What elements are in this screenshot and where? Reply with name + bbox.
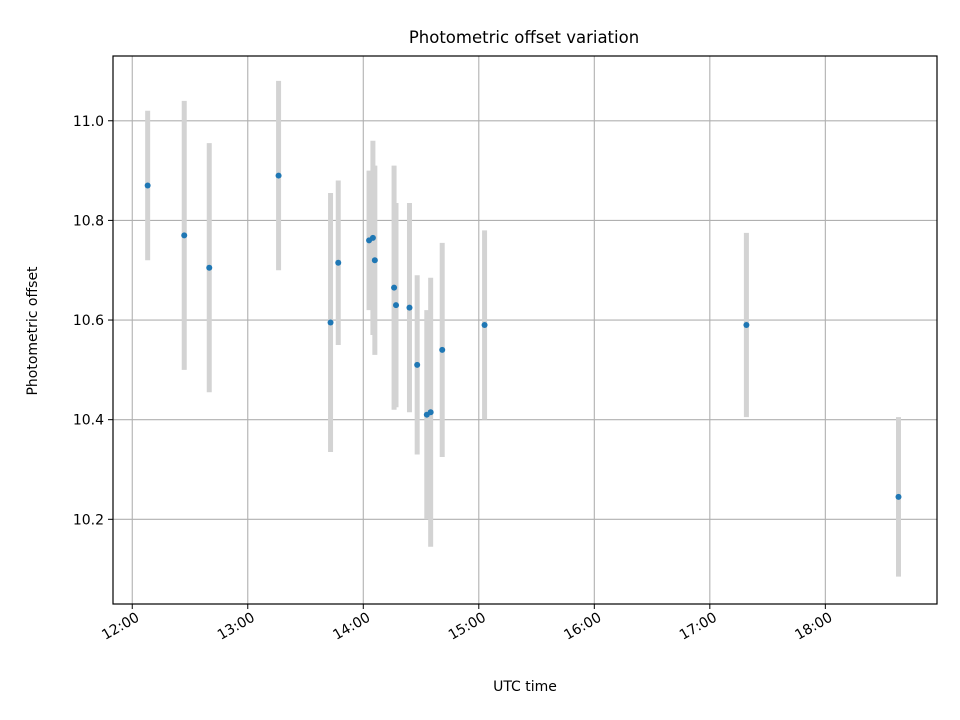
data-point — [369, 234, 376, 241]
y-tick-label: 11.0 — [73, 114, 104, 130]
chart-title: Photometric offset variation — [409, 28, 639, 47]
data-point — [327, 319, 334, 326]
x-tick-label: 13:00 — [215, 610, 258, 644]
data-point — [391, 284, 398, 291]
x-tick-label: 15:00 — [446, 610, 489, 644]
x-tick-label: 17:00 — [677, 610, 720, 644]
x-axis-label: UTC time — [493, 679, 557, 695]
markers — [144, 172, 902, 500]
data-point — [393, 302, 400, 309]
y-tick-label: 10.2 — [73, 512, 104, 528]
data-point — [481, 322, 488, 329]
grid — [113, 56, 937, 604]
data-point — [335, 259, 342, 266]
data-point — [895, 493, 902, 500]
data-point — [371, 257, 378, 264]
y-tick-label: 10.8 — [73, 213, 104, 229]
x-tick-label: 12:00 — [99, 610, 142, 644]
data-point — [427, 409, 434, 416]
data-point — [406, 304, 413, 311]
ticks: 12:00 13:00 14:00 15:00 16:00 17:00 18:00 10.2 1… — [73, 114, 836, 644]
x-tick-label: 14:00 — [330, 610, 373, 644]
y-tick-label: 10.6 — [73, 313, 104, 329]
plot-frame — [112, 55, 938, 605]
x-tick-label: 16:00 — [561, 610, 604, 644]
y-axis-label: Photometric offset — [25, 266, 41, 396]
x-tick-label: 18:00 — [792, 610, 835, 644]
data-point — [743, 322, 750, 329]
errorbars — [145, 80, 901, 577]
data-point — [206, 264, 213, 271]
data-point — [414, 361, 421, 368]
data-point — [144, 182, 151, 189]
y-tick-label: 10.4 — [73, 413, 104, 429]
data-point — [439, 346, 446, 353]
data-point — [275, 172, 282, 179]
data-point — [181, 232, 188, 239]
